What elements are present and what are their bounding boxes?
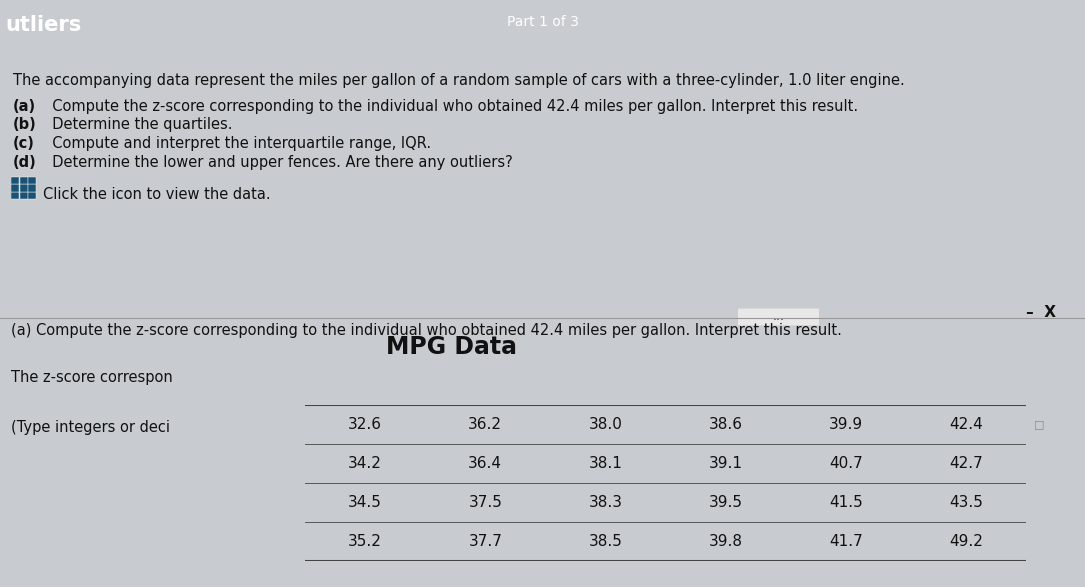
Text: 40.7: 40.7: [829, 456, 863, 471]
Text: (d): (d): [13, 155, 37, 170]
Text: (a) Compute the z-score corresponding to the individual who obtained 42.4 miles : (a) Compute the z-score corresponding to…: [11, 323, 842, 338]
Text: 38.3: 38.3: [588, 495, 623, 510]
FancyBboxPatch shape: [733, 308, 824, 326]
Text: 42.7: 42.7: [949, 456, 983, 471]
Text: 38.6: 38.6: [709, 417, 743, 432]
Text: Compute and interpret the interquartile range, IQR.: Compute and interpret the interquartile …: [43, 136, 432, 151]
Text: 42.4: 42.4: [949, 417, 983, 432]
Text: 35.2: 35.2: [348, 534, 382, 549]
Text: (c): (c): [13, 136, 35, 151]
Text: 37.7: 37.7: [469, 534, 502, 549]
Text: 34.2: 34.2: [348, 456, 382, 471]
Text: 38.5: 38.5: [588, 534, 623, 549]
Text: 39.9: 39.9: [829, 417, 863, 432]
Bar: [28, 177, 36, 184]
Text: Determine the lower and upper fences. Are there any outliers?: Determine the lower and upper fences. Ar…: [43, 155, 513, 170]
Text: 38.0: 38.0: [588, 417, 623, 432]
Text: 34.5: 34.5: [348, 495, 382, 510]
Text: 32.6: 32.6: [348, 417, 382, 432]
Bar: [11, 184, 18, 191]
Bar: [20, 177, 27, 184]
Bar: [28, 184, 36, 191]
Bar: [28, 193, 36, 200]
Text: Compute the z-score corresponding to the individual who obtained 42.4 miles per : Compute the z-score corresponding to the…: [43, 99, 858, 114]
Text: ...: ...: [773, 311, 784, 323]
Bar: [20, 193, 27, 200]
Text: 36.4: 36.4: [469, 456, 502, 471]
Text: □: □: [1034, 420, 1044, 430]
Text: (a): (a): [13, 99, 36, 114]
Text: MPG Data: MPG Data: [386, 335, 518, 359]
Text: The z-score correspon: The z-score correspon: [11, 370, 173, 385]
Bar: [11, 193, 18, 200]
Text: (b): (b): [13, 117, 37, 133]
Bar: [20, 184, 27, 191]
Text: –  X: – X: [1026, 305, 1057, 320]
Text: (Type integers or deci: (Type integers or deci: [11, 420, 170, 435]
Text: 36.2: 36.2: [469, 417, 502, 432]
Text: Determine the quartiles.: Determine the quartiles.: [43, 117, 233, 133]
Bar: [11, 177, 18, 184]
Text: 37.5: 37.5: [469, 495, 502, 510]
Text: 41.7: 41.7: [829, 534, 863, 549]
Text: 39.5: 39.5: [709, 495, 743, 510]
Text: Part 1 of 3: Part 1 of 3: [507, 15, 578, 29]
Text: 43.5: 43.5: [949, 495, 983, 510]
Text: 39.8: 39.8: [709, 534, 743, 549]
Text: 41.5: 41.5: [829, 495, 863, 510]
Text: Click the icon to view the data.: Click the icon to view the data.: [43, 187, 271, 202]
Text: 38.1: 38.1: [588, 456, 623, 471]
Text: utliers: utliers: [5, 15, 81, 35]
Text: 49.2: 49.2: [949, 534, 983, 549]
Text: The accompanying data represent the miles per gallon of a random sample of cars : The accompanying data represent the mile…: [13, 73, 905, 89]
Text: 39.1: 39.1: [709, 456, 743, 471]
